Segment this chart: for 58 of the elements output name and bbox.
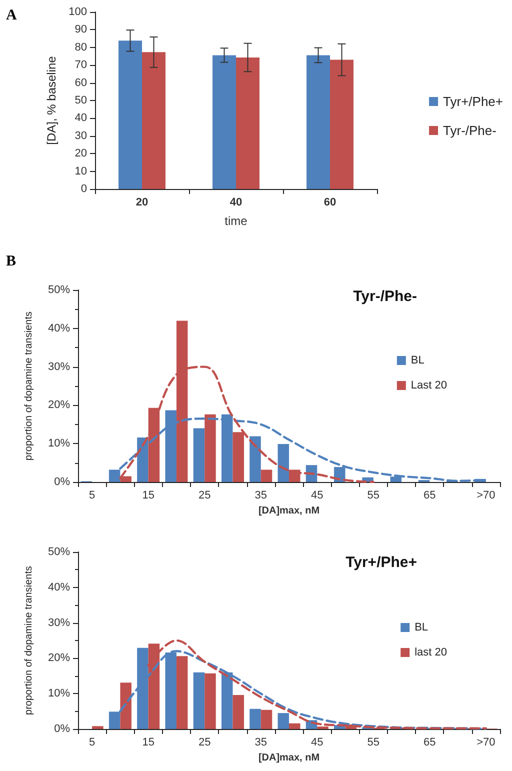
y-axis-title: proportion of dopamine transients <box>24 312 34 460</box>
x-tick-label: 20 <box>136 196 148 208</box>
x-tick-label: 45 <box>311 490 324 502</box>
y-tick-label: 50 <box>74 94 87 106</box>
x-tick-label: 15 <box>142 490 154 502</box>
y-tick-label: 0% <box>54 723 70 735</box>
legend-label: Last 20 <box>410 380 448 392</box>
y-tick-label: 40 <box>74 112 87 124</box>
text: B <box>6 254 16 270</box>
y-tick-label: 40% <box>48 581 70 594</box>
y-tick-label: 0 <box>80 183 87 195</box>
y-tick-label: 0% <box>54 476 70 488</box>
x-axis-title: [DA]max, nM <box>258 506 320 516</box>
y-tick-label: 30% <box>48 360 70 373</box>
x-tick-label: 40 <box>230 196 242 208</box>
y-tick-label: 10% <box>48 438 70 450</box>
x-tick-label: 55 <box>367 490 380 502</box>
chart-title: Tyr+/Phe+ <box>346 554 418 571</box>
y-tick-label: 20% <box>48 399 70 412</box>
y-tick-label: 100 <box>68 6 87 18</box>
y-tick-label: 50% <box>48 284 70 296</box>
y-tick-label: 10 <box>74 165 87 178</box>
y-tick-label: 20 <box>74 148 87 160</box>
y-tick-label: 60 <box>74 76 87 89</box>
y-tick-label: 10% <box>48 688 70 700</box>
x-tick-label: 65 <box>424 736 436 748</box>
x-tick-label: 5 <box>89 736 96 748</box>
text: A <box>6 8 17 24</box>
y-axis-title: proportion of dopamine transients <box>24 566 34 715</box>
x-tick-label: 45 <box>311 736 324 748</box>
legend-label: BL <box>410 354 424 366</box>
x-tick-label: 35 <box>254 490 267 502</box>
y-axis-title: [DA], % baseline <box>44 56 59 145</box>
x-tick-label: 25 <box>198 490 211 502</box>
x-axis-title: time <box>224 214 248 228</box>
x-tick-label: 60 <box>324 196 336 208</box>
y-tick-label: 70 <box>74 59 87 72</box>
y-tick-label: 30% <box>48 616 70 629</box>
x-tick-label: >70 <box>476 736 496 748</box>
legend-label: last 20 <box>414 646 448 658</box>
x-axis-title: [DA]max, nM <box>258 752 320 764</box>
x-tick-label: 35 <box>254 736 267 748</box>
chart-title: Tyr-/Phe- <box>353 288 418 305</box>
y-tick-label: 90 <box>74 24 87 36</box>
legend-label: Tyr-/Phe- <box>443 123 496 138</box>
y-tick-label: 20% <box>48 652 70 664</box>
x-tick-label: 5 <box>89 490 96 502</box>
y-tick-label: 40% <box>48 322 70 334</box>
x-tick-label: 55 <box>367 736 380 748</box>
x-tick-label: 65 <box>424 490 436 502</box>
y-tick-label: 30 <box>74 130 87 142</box>
x-tick-label: 15 <box>142 736 154 748</box>
legend-label: Tyr+/Phe+ <box>443 94 504 109</box>
legend-label: BL <box>414 622 428 634</box>
x-tick-label: >70 <box>476 490 496 502</box>
x-tick-label: 25 <box>198 736 211 748</box>
y-tick-label: 80 <box>74 41 87 54</box>
y-tick-label: 50% <box>48 546 70 558</box>
